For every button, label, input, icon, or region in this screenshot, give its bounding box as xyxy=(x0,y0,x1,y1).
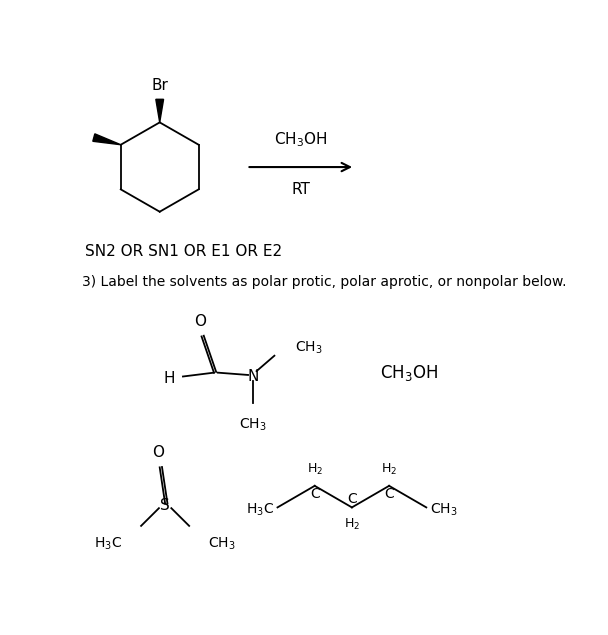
Polygon shape xyxy=(156,99,164,123)
Text: S: S xyxy=(161,498,170,513)
Text: H$_2$: H$_2$ xyxy=(306,462,323,477)
Text: C: C xyxy=(310,488,320,502)
Text: CH$_3$: CH$_3$ xyxy=(239,417,266,433)
Text: RT: RT xyxy=(291,182,310,197)
Text: SN2 OR SN1 OR E1 OR E2: SN2 OR SN1 OR E1 OR E2 xyxy=(85,244,283,259)
Text: H$_3$C: H$_3$C xyxy=(94,536,122,552)
Text: CH$_3$: CH$_3$ xyxy=(208,536,235,552)
Text: H$_2$: H$_2$ xyxy=(381,462,397,477)
Text: C: C xyxy=(347,492,357,506)
Polygon shape xyxy=(93,134,121,145)
Text: O: O xyxy=(152,444,164,460)
Text: CH$_3$OH: CH$_3$OH xyxy=(380,363,438,383)
Text: CH$_3$OH: CH$_3$OH xyxy=(274,130,328,149)
Text: H$_3$C: H$_3$C xyxy=(246,502,274,518)
Text: O: O xyxy=(194,314,206,329)
Text: Br: Br xyxy=(151,78,168,93)
Text: H$_2$: H$_2$ xyxy=(344,517,360,531)
Text: N: N xyxy=(247,369,258,384)
Text: 3) Label the solvents as polar protic, polar aprotic, or nonpolar below.: 3) Label the solvents as polar protic, p… xyxy=(82,275,567,289)
Text: CH$_3$: CH$_3$ xyxy=(294,340,322,356)
Text: H: H xyxy=(164,371,175,385)
Text: CH$_3$: CH$_3$ xyxy=(430,502,458,518)
Text: C: C xyxy=(384,488,394,502)
